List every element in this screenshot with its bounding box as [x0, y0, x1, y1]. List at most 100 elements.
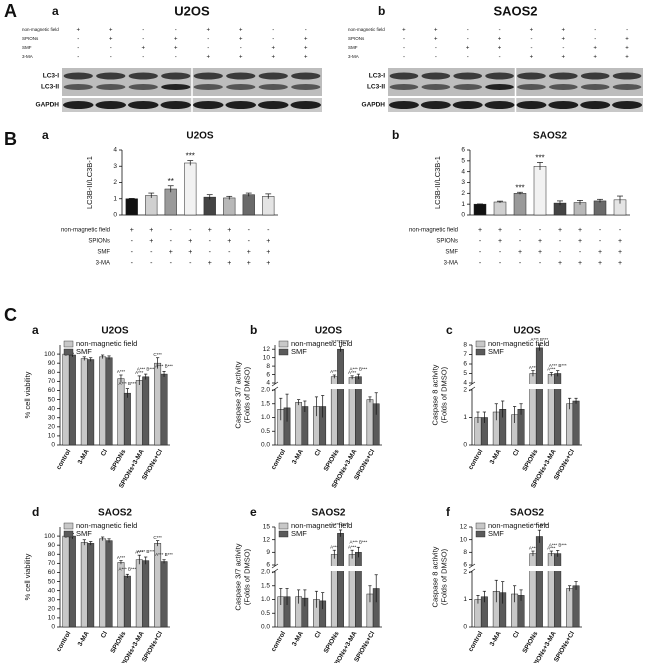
section-label: C	[4, 305, 17, 325]
condition-sign: +	[247, 249, 251, 256]
y-tick-label: 1.5	[261, 582, 270, 589]
condition-sign: -	[403, 37, 405, 43]
x-tick-label: SPIONs	[109, 448, 127, 472]
condition-sign: +	[266, 260, 270, 267]
significance: ***	[186, 152, 195, 161]
legend-label: non-magnetic field	[291, 521, 352, 530]
y-axis-label: LC3B-II/LC3B-1	[433, 156, 442, 209]
y-tick-label: 30	[48, 596, 56, 603]
y-axis-label: % cell viability	[23, 553, 32, 600]
condition-sign: +	[247, 260, 251, 267]
band	[63, 72, 93, 80]
condition-sign: -	[131, 238, 134, 245]
condition-sign: -	[248, 227, 251, 234]
band	[612, 72, 642, 80]
x-tick-label: CI	[100, 448, 109, 457]
bar	[135, 380, 143, 446]
x-tick-label: CI	[313, 448, 322, 457]
legend-label: non-magnetic field	[76, 339, 137, 348]
condition-sign: -	[467, 37, 469, 43]
condition-sign: +	[625, 46, 629, 52]
y-tick-label: 1	[463, 596, 467, 603]
bar	[123, 575, 131, 628]
condition-sign: +	[141, 46, 145, 52]
condition-sign: +	[625, 37, 629, 43]
y-tick-label: 40	[48, 587, 56, 594]
legend-swatch	[475, 530, 486, 538]
bar	[117, 562, 125, 628]
condition-sign: -	[207, 37, 209, 43]
condition-sign: +	[266, 238, 270, 245]
bar	[68, 535, 76, 628]
y-tick-label: 1.0	[261, 596, 270, 603]
condition-sign: +	[578, 227, 582, 234]
y-tick-label: 10	[48, 615, 56, 622]
condition-name: SPIONs	[348, 36, 365, 41]
y-tick-label: 0	[461, 212, 465, 219]
y-tick-label: 90	[48, 542, 56, 549]
band	[258, 72, 288, 80]
condition-sign: -	[403, 55, 405, 61]
legend-swatch	[278, 530, 289, 538]
condition-sign: +	[109, 28, 113, 34]
y-tick-label: 8	[266, 363, 270, 370]
bar	[142, 376, 150, 446]
legend-label: SMF	[488, 529, 504, 538]
bar	[160, 373, 168, 446]
condition-sign: -	[110, 55, 112, 61]
condition-sign: +	[239, 28, 243, 34]
condition-sign: -	[209, 238, 212, 245]
y-tick-label: 0.5	[261, 610, 270, 617]
bar	[223, 197, 236, 216]
legend-label: SMF	[76, 347, 92, 356]
condition-sign: +	[206, 55, 210, 61]
x-tick-label: control	[270, 630, 287, 653]
condition-sign: +	[76, 28, 80, 34]
axis-break-mark	[271, 386, 279, 392]
bar	[566, 403, 574, 446]
condition-sign: -	[479, 238, 482, 245]
condition-sign: -	[579, 249, 582, 256]
condition-name: SMF	[97, 250, 110, 256]
bar	[99, 538, 107, 628]
significance: A***	[529, 365, 538, 370]
y-tick-label: 0	[463, 442, 467, 449]
y-tick-label: 10	[460, 536, 468, 543]
significance: A*** B***	[155, 364, 173, 369]
band	[62, 101, 94, 109]
x-tick-label: 3-MA	[291, 448, 305, 466]
bar	[87, 359, 95, 446]
condition-name: non-magnetic field	[348, 27, 385, 32]
band	[226, 72, 256, 80]
bar	[301, 406, 309, 446]
y-tick-label: 6	[463, 562, 467, 569]
band-label: LC3-I	[369, 73, 385, 80]
band	[484, 101, 515, 109]
y-tick-label: 0.5	[261, 428, 270, 435]
condition-sign: +	[434, 28, 438, 34]
condition-sign: +	[466, 46, 470, 52]
x-tick-label: 3-MA	[291, 630, 305, 648]
band	[291, 72, 321, 80]
y-tick-label: 0.0	[261, 442, 270, 449]
x-tick-label: SPIONs	[521, 630, 539, 654]
blot-title: SAOS2	[493, 3, 537, 18]
band	[96, 72, 126, 80]
y-tick-label: 2	[463, 569, 467, 576]
bar	[142, 560, 150, 628]
panel-label: b	[250, 323, 257, 337]
condition-sign: -	[189, 227, 192, 234]
condition-sign: -	[467, 55, 469, 61]
band-label: GAPDH	[362, 102, 386, 109]
condition-name: 3-MA	[96, 261, 110, 267]
band	[389, 84, 419, 90]
band	[226, 84, 256, 90]
condition-sign: -	[175, 55, 177, 61]
legend-label: non-magnetic field	[291, 339, 352, 348]
condition-sign: -	[530, 46, 532, 52]
bar	[125, 198, 138, 216]
y-tick-label: 10	[48, 433, 56, 440]
condition-sign: -	[110, 46, 112, 52]
condition-name: SPIONs	[436, 239, 458, 245]
condition-sign: -	[599, 238, 602, 245]
